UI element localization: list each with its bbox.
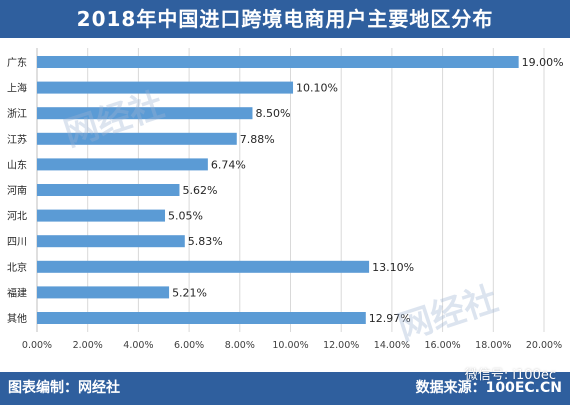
category-label: 福建	[7, 286, 27, 299]
wechat-id-overlay: 微信号: i100ec	[464, 368, 556, 383]
x-tick-label: 16.00%	[424, 340, 460, 351]
bar	[37, 158, 208, 171]
chart-title: 2018年中国进口跨境电商用户主要地区分布	[76, 7, 494, 31]
bar	[37, 184, 180, 196]
x-tick-label: 4.00%	[123, 340, 153, 351]
bar	[37, 132, 237, 145]
category-label: 四川	[7, 237, 27, 248]
bar	[37, 56, 519, 68]
bar	[37, 312, 366, 324]
value-label: 19.00%	[522, 56, 564, 69]
bar	[37, 286, 170, 299]
value-label: 5.62%	[182, 184, 217, 197]
footer-bar: 图表编制：网经社 数据来源：100EC.CN	[0, 372, 570, 405]
value-label: 10.10%	[296, 82, 338, 95]
category-label: 河南	[7, 184, 27, 197]
x-tick-label: 10.00%	[272, 340, 308, 351]
value-label: 12.97%	[369, 312, 411, 325]
category-label: 浙江	[7, 108, 27, 120]
value-label: 8.50%	[255, 107, 290, 120]
value-label: 5.21%	[172, 286, 207, 299]
title-bar	[0, 0, 570, 38]
category-label: 上海	[7, 82, 27, 95]
bar	[37, 260, 370, 273]
value-label: 5.83%	[188, 235, 223, 248]
value-label: 5.05%	[168, 210, 203, 223]
x-tick-label: 14.00%	[374, 340, 410, 351]
bar	[37, 209, 166, 222]
footer-compiled-by: 图表编制：网经社	[8, 380, 120, 396]
x-tick-label: 12.00%	[323, 340, 359, 351]
category-label: 北京	[7, 261, 27, 274]
x-tick-label: 8.00%	[225, 340, 255, 351]
category-label: 广东	[7, 56, 27, 69]
value-label: 6.74%	[211, 158, 246, 171]
footer-data-source: 数据来源：100EC.CN	[415, 380, 562, 396]
bar	[37, 235, 185, 248]
category-label: 山东	[7, 158, 27, 171]
category-label: 江苏	[7, 133, 27, 146]
value-label: 13.10%	[372, 261, 414, 274]
x-tick-label: 18.00%	[475, 340, 511, 351]
category-label: 河北	[7, 211, 27, 223]
bar-chart: 0.00% 2.00% 4.00% 6.00% 8.00% 10.00% 12.00% 14.…	[7, 48, 564, 351]
value-label: 7.88%	[240, 133, 275, 146]
x-tick-label: 20.00%	[526, 340, 562, 351]
bar	[37, 107, 253, 120]
category-label: 其他	[7, 312, 27, 325]
bar	[37, 81, 294, 94]
x-tick-label: 0.00%	[22, 340, 52, 351]
x-tick-label: 2.00%	[73, 340, 103, 351]
x-tick-label: 6.00%	[174, 340, 204, 351]
